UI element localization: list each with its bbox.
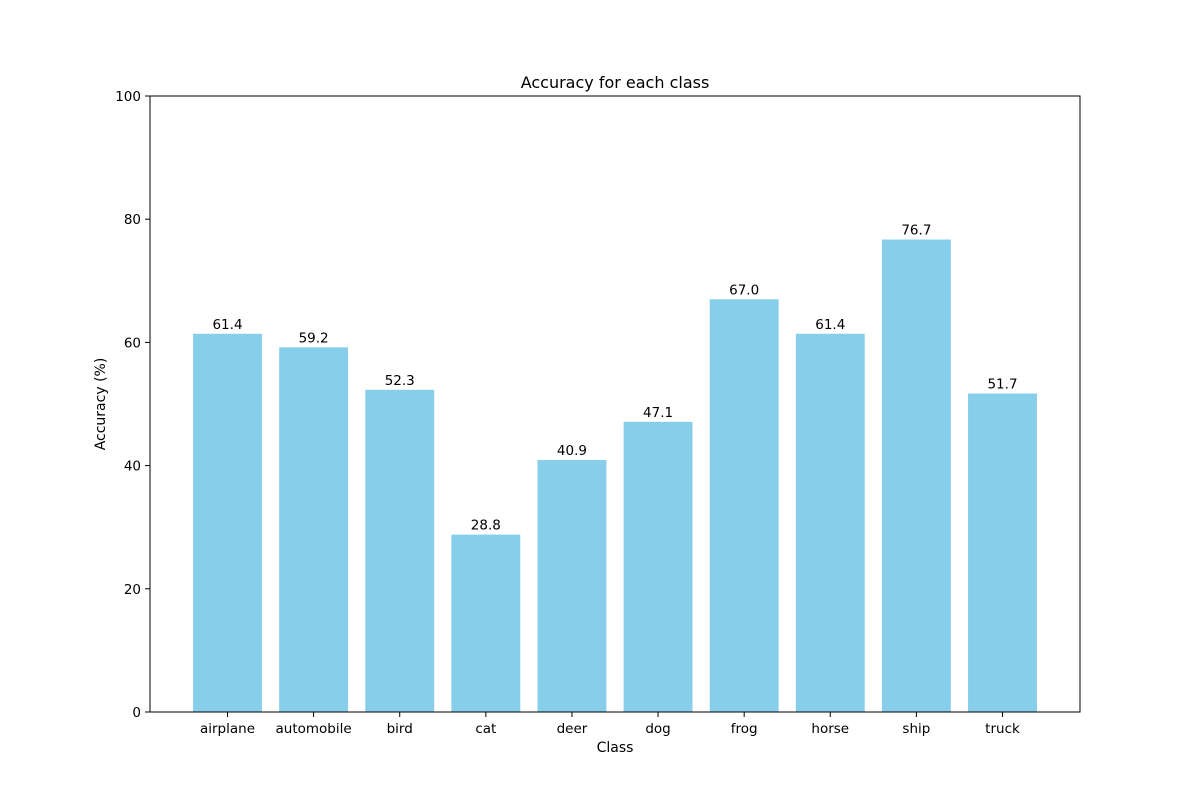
- value-label-cat: 28.8: [471, 518, 501, 534]
- x-axis-ticks: airplane automobile bird cat deer dog frog hors…: [200, 712, 1020, 737]
- value-label-deer: 40.9: [557, 443, 587, 459]
- x-axis-label: Class: [597, 740, 634, 756]
- x-tick-label-horse: horse: [811, 721, 849, 737]
- x-tick-label-truck: truck: [985, 721, 1020, 737]
- y-axis-label: Accuracy (%): [93, 358, 109, 451]
- y-tick-label-20: 20: [124, 582, 141, 598]
- y-tick-label-60: 60: [124, 335, 141, 351]
- bars-group: [193, 239, 1037, 712]
- bar-automobile: [279, 347, 349, 712]
- y-tick-label-0: 0: [132, 705, 141, 721]
- value-label-horse: 61.4: [815, 317, 845, 333]
- x-tick-label-cat: cat: [475, 721, 496, 737]
- value-label-ship: 76.7: [901, 223, 931, 239]
- value-label-frog: 67.0: [729, 282, 759, 298]
- value-label-airplane: 61.4: [212, 317, 242, 333]
- y-tick-label-100: 100: [115, 89, 141, 105]
- plot-frame: [149, 95, 1081, 713]
- value-label-automobile: 59.2: [299, 330, 329, 346]
- bar-cat: [451, 534, 521, 712]
- value-label-bird: 52.3: [385, 373, 415, 389]
- bar-bird: [365, 389, 435, 712]
- bar-truck: [968, 393, 1037, 712]
- x-tick-label-airplane: airplane: [200, 721, 255, 737]
- x-tick-label-deer: deer: [557, 721, 588, 737]
- bar-ship: [881, 239, 951, 712]
- bar-frog: [709, 299, 779, 712]
- y-axis-ticks: 0 20 40 60 80 100: [115, 89, 150, 721]
- x-tick-label-ship: ship: [902, 721, 930, 737]
- value-label-truck: 51.7: [987, 377, 1017, 393]
- chart-title: Accuracy for each class: [521, 73, 710, 92]
- value-labels-group: 61.4 59.2 52.3 28.8 40.9 47.1 67.0 61.4 76.7 51.7: [212, 223, 1017, 534]
- y-tick-label-80: 80: [124, 212, 141, 228]
- bar-horse: [795, 333, 865, 712]
- bar-airplane: [193, 333, 262, 712]
- bar-deer: [537, 460, 607, 712]
- x-tick-label-dog: dog: [645, 721, 670, 737]
- y-tick-label-40: 40: [124, 459, 141, 475]
- value-label-dog: 47.1: [643, 405, 673, 421]
- bar-dog: [623, 421, 693, 712]
- x-tick-label-bird: bird: [387, 721, 413, 737]
- x-tick-label-frog: frog: [731, 721, 758, 737]
- x-tick-label-automobile: automobile: [276, 721, 352, 737]
